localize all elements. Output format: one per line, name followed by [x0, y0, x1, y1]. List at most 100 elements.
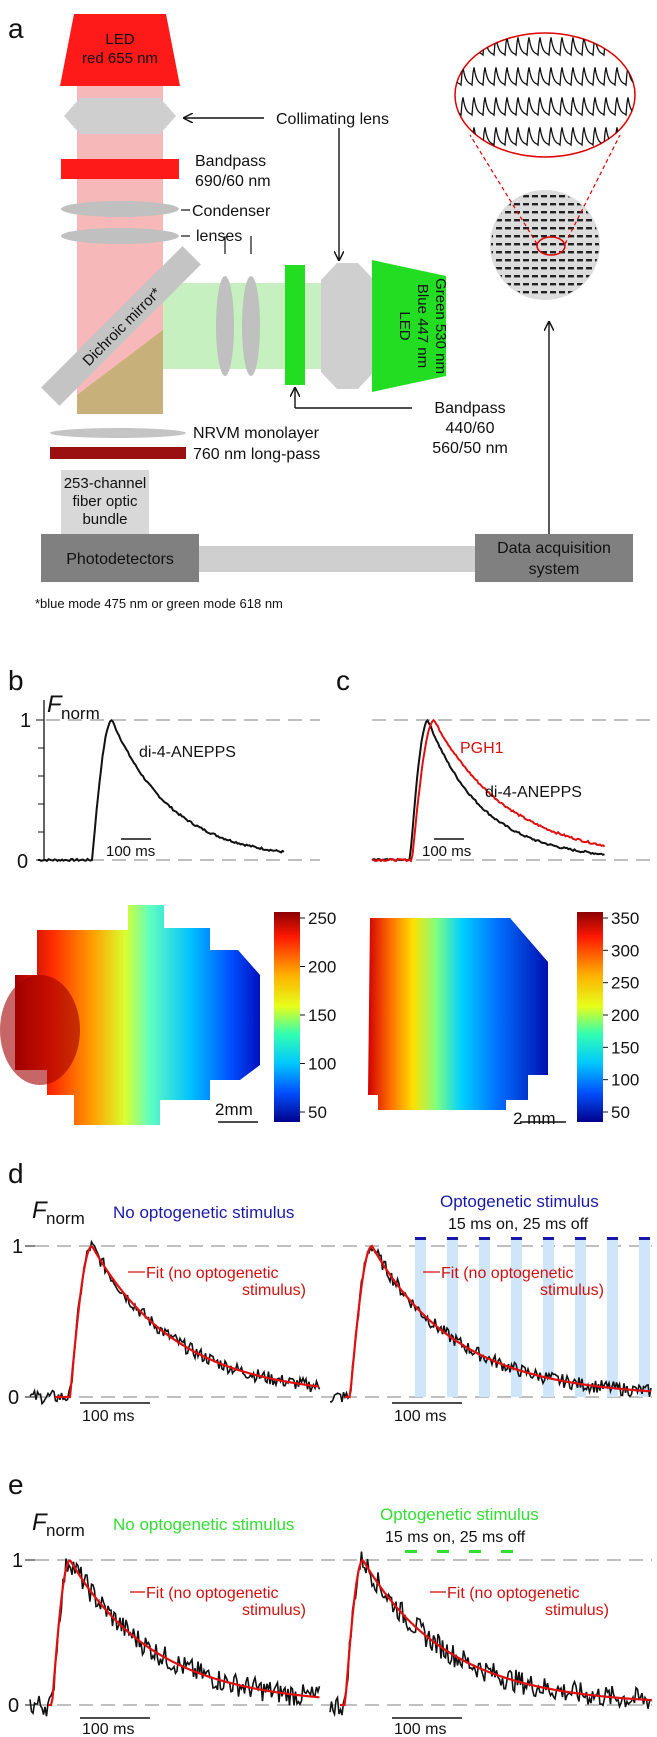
panel-e-scale-bar-2: 100 ms: [394, 1721, 446, 1737]
panel-b-map-scale: 2mm: [215, 1100, 253, 1119]
stim-tick: [479, 1237, 490, 1240]
photodetectors-label: Photodetectors: [66, 551, 174, 568]
fiber-array-dots: [491, 191, 599, 299]
stim-band: [415, 1240, 426, 1397]
red-led: [60, 14, 180, 86]
panel-e-fit-label-1b: stimulus): [242, 1602, 306, 1619]
colorbar-tick-label: 350: [611, 909, 639, 928]
panel-b-scale-bar: 100 ms: [106, 843, 155, 860]
panel-d-ylabel-sub: norm: [46, 1209, 85, 1228]
green-condenser-lens-2: [242, 276, 260, 376]
condenser-label-2: lenses: [196, 228, 242, 245]
colorbar-c-ticks: 350 300 250 200 150 100 50: [603, 909, 639, 1122]
panel-e-label: e: [8, 1469, 24, 1500]
fiber-bundle: [61, 470, 149, 534]
daq-box: [475, 534, 633, 582]
panel-e-no-stim-label: No optogenetic stimulus: [113, 1515, 294, 1534]
panel-e-ylabel-sub: norm: [46, 1521, 85, 1540]
panel-b-ylabel: F: [47, 691, 63, 718]
panel-d-fit-label-1a: Fit (no optogenetic: [146, 1265, 279, 1282]
stim-tick: [447, 1237, 458, 1240]
green-bandpass-filter: [285, 265, 305, 385]
colorbar-tick-label: 200: [308, 958, 336, 977]
panel-c-scale-bar: 100 ms: [422, 843, 471, 860]
panel-d: d F norm 1 0 No optogenetic stimulus Opt…: [8, 1158, 652, 1425]
nrvm-monolayer: [50, 428, 186, 438]
panel-c-trace-black-label: di-4-ANEPPS: [485, 784, 582, 801]
colorbar-tick-label: 200: [611, 1006, 639, 1025]
red-led-label-2: red 655 nm: [82, 50, 158, 67]
panel-d-ylabel: F: [32, 1197, 48, 1224]
stim-tick: [469, 1550, 481, 1553]
panel-a: a LED red 655 nm Dichroic mirror*: [8, 13, 636, 611]
stim-tick: [405, 1550, 417, 1553]
colorbar-tick-label: 50: [611, 1103, 630, 1122]
fiber-label-2: fiber optic: [72, 493, 138, 510]
panel-c-trace-red-label: PGH1: [460, 740, 504, 757]
stim-band: [447, 1240, 458, 1397]
red-collimating-lens: [64, 98, 176, 134]
zoom-region: [536, 236, 566, 256]
red-bandpass-label-1: Bandpass: [195, 153, 266, 170]
colorbar-tick-label: 100: [611, 1071, 639, 1090]
footnote: *blue mode 475 nm or green mode 618 nm: [35, 596, 283, 611]
panel-d-no-stim-label: No optogenetic stimulus: [113, 1203, 294, 1222]
panel-e-ytick-0: 0: [8, 1695, 19, 1717]
zoom-traces: [455, 37, 635, 147]
colorbar-tick-label: 250: [308, 909, 336, 928]
panel-d-label: d: [8, 1158, 24, 1189]
longpass-filter: [50, 447, 186, 459]
colorbar-tick-label: 250: [611, 974, 639, 993]
panel-b-label: b: [8, 665, 24, 696]
map-b-hotspot: [0, 975, 80, 1085]
red-bandpass-label-2: 690/60 nm: [195, 173, 271, 190]
bg-led-label-3: Green 530 nm: [432, 278, 449, 374]
stim-tick: [511, 1237, 522, 1240]
panel-c: c PGH1 di-4-ANEPPS 100 ms 350 300 250 200 15…: [336, 665, 650, 1128]
stim-tick: [607, 1237, 618, 1240]
bg-bandpass-label-2: 440/60: [446, 420, 495, 437]
panel-d-stim-title: Optogenetic stimulus: [440, 1192, 599, 1211]
stim-band: [543, 1240, 554, 1397]
red-led-label-1: LED: [105, 31, 134, 48]
panel-b-ytick-1: 1: [20, 710, 31, 732]
stim-tick: [543, 1237, 554, 1240]
panel-d-fit-label-1b: stimulus): [242, 1282, 306, 1299]
photodetectors-box: [41, 534, 199, 582]
daq-label-2: system: [529, 561, 580, 578]
panel-d-stim-bands: [415, 1240, 650, 1397]
panel-e-stim-timing: 15 ms on, 25 ms off: [385, 1529, 526, 1546]
condenser-lens-1: [61, 201, 179, 217]
connection-bar: [199, 546, 475, 572]
colorbar-tick-label: 300: [611, 941, 639, 960]
red-bandpass-filter: [61, 159, 179, 179]
panel-c-label: c: [336, 665, 350, 696]
green-condenser-lens-1: [216, 276, 234, 376]
panel-d-fit-label-2b: stimulus): [540, 1282, 604, 1299]
panel-e-scale-bar-1: 100 ms: [82, 1721, 134, 1737]
stim-tick: [437, 1550, 449, 1553]
panel-d-stim-timing: 15 ms on, 25 ms off: [448, 1216, 589, 1233]
panel-e-fit-label-2a: Fit (no optogenetic: [447, 1585, 580, 1602]
panel-b-ytick-0: 0: [17, 851, 28, 873]
panel-e-ytick-1: 1: [12, 1550, 23, 1572]
panel-c-map-scale: 2 mm: [513, 1109, 556, 1128]
green-collimating-lens: [321, 263, 374, 389]
panel-b: b F norm 1 0 di-4-ANEPPS 100 ms 250 200 15…: [0, 665, 336, 1125]
colorbar-tick-label: 150: [308, 1006, 336, 1025]
nrvm-label: NRVM monolayer: [193, 425, 320, 442]
daq-label-1: Data acquisition: [497, 540, 611, 557]
bg-bandpass-label-1: Bandpass: [434, 400, 505, 417]
bg-led-label-2: Blue 447 nm: [414, 284, 431, 368]
activation-map-b: [15, 905, 260, 1125]
panel-d-scale-bar-2: 100 ms: [394, 1408, 446, 1425]
stim-tick: [501, 1550, 513, 1553]
panel-a-label: a: [8, 13, 24, 44]
panel-b-ylabel-sub: norm: [61, 704, 100, 723]
panel-d-ytick-1: 1: [12, 1236, 23, 1258]
colorbar-tick-label: 50: [308, 1103, 327, 1122]
panel-d-scale-bar-1: 100 ms: [82, 1408, 134, 1425]
panel-e-fit-label-1a: Fit (no optogenetic: [146, 1585, 279, 1602]
condenser-label-1: Condenser: [192, 203, 271, 220]
